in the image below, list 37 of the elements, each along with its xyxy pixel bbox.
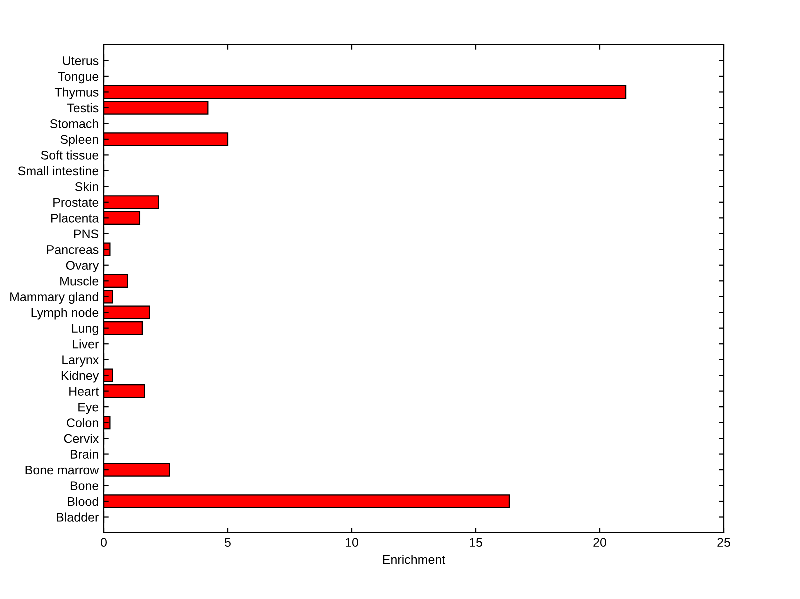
- y-tick-label: Bone marrow: [26, 466, 100, 475]
- y-tick-label: Prostate: [54, 198, 99, 208]
- y-tick-label: Muscle: [60, 276, 99, 286]
- y-tick-label: Bone: [70, 482, 99, 490]
- y-tick-label: Placenta: [52, 214, 100, 223]
- y-tick-label: Soft tissue: [41, 150, 99, 160]
- x-tick-label: 0: [101, 538, 107, 548]
- y-tick-label: Spleen: [60, 134, 98, 147]
- y-tick-label: Testis: [67, 103, 99, 113]
- y-tick-label: Lymph node: [32, 308, 99, 320]
- x-tick-label: 20: [594, 538, 606, 548]
- y-tick-label: PNS: [74, 230, 99, 239]
- y-tick-label: Colon: [67, 418, 98, 428]
- y-tick-label: Small intestine: [18, 166, 99, 176]
- y-tick-label: Heart: [70, 387, 100, 396]
- y-tick-label: Skin: [75, 182, 98, 192]
- x-tick-label: 25: [718, 538, 730, 548]
- y-tick-label: Thymus: [54, 88, 99, 100]
- y-tick-label: Tongue: [58, 72, 99, 84]
- y-tick-label: Stomach: [50, 119, 98, 128]
- x-tick-label: 15: [470, 538, 482, 548]
- y-tick-label: Mammary gland: [10, 292, 98, 304]
- y-tick-label: Lung: [72, 324, 98, 336]
- x-tick-label: 10: [346, 538, 358, 548]
- y-tick-label: Uterus: [63, 56, 99, 66]
- x-tick-label: 5: [225, 538, 231, 548]
- x-axis-title: Enrichment: [383, 555, 446, 564]
- y-tick-label: Blood: [68, 496, 98, 506]
- y-tick-label: Liver: [73, 340, 99, 349]
- y-tick-label: Ovary: [66, 261, 100, 273]
- y-tick-label: Pancreas: [47, 246, 99, 254]
- y-tick-label: Cervix: [64, 434, 100, 444]
- y-tick-label: Larynx: [62, 356, 100, 367]
- y-tick-label: Bladder: [57, 512, 99, 522]
- y-tick-label: Kidney: [62, 371, 100, 383]
- y-tick-label: Brain: [70, 450, 98, 459]
- y-tick-label: Eye: [78, 402, 99, 414]
